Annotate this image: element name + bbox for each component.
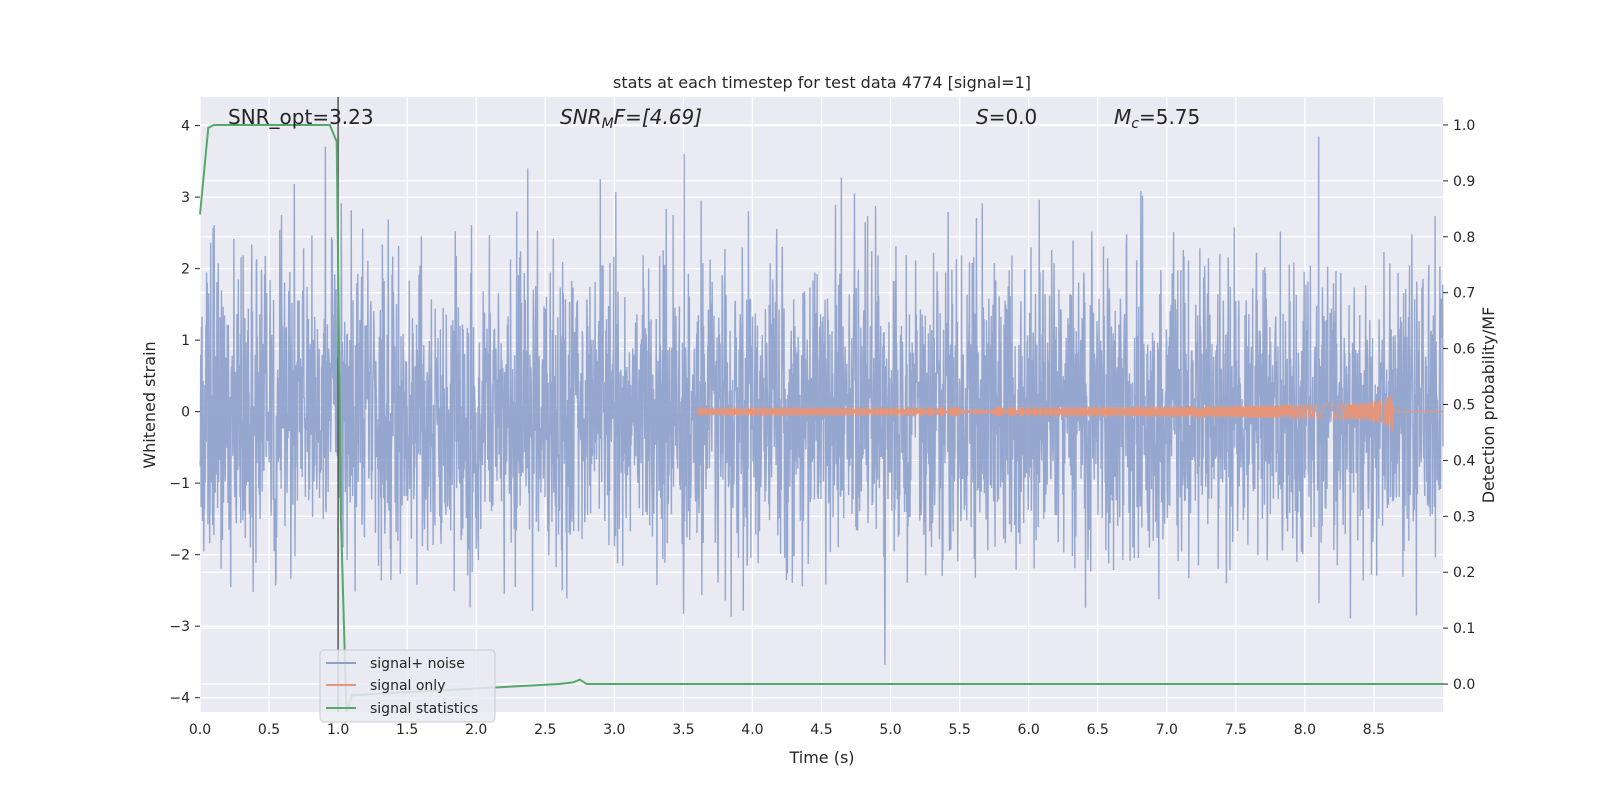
x-tick-label: 7.0 [1156, 722, 1178, 738]
x-tick-label: 6.0 [1018, 722, 1040, 738]
y2-tick-label: 0.8 [1453, 230, 1475, 246]
y2-tick-label: 0.5 [1453, 398, 1475, 414]
y2-axis-label: Detection probability/MF [1479, 307, 1498, 504]
x-tick-label: 0.5 [258, 722, 280, 738]
y2-tick-label: 0.7 [1453, 286, 1475, 302]
y2-tick-label: 0.3 [1453, 509, 1475, 525]
legend-entry-signal-plus-noise: signal+ noise [370, 656, 465, 672]
x-tick-label: 2.0 [465, 722, 487, 738]
y-tick-label: 4 [181, 119, 190, 135]
x-tick-label: 6.5 [1087, 722, 1109, 738]
chart-title: stats at each timestep for test data 477… [613, 73, 1031, 92]
annotation-snr-mf-subscript: M [602, 116, 614, 132]
annotation-snr-mf-symbol: SNR [560, 105, 602, 129]
legend: signal+ noise signal only signal statist… [319, 649, 496, 723]
line-signal-only [696, 394, 1443, 431]
legend-entry-signal-statistics: signal statistics [370, 701, 478, 717]
annotation-mc-subscript: c [1131, 116, 1139, 132]
legend-entry-signal-only: signal only [370, 678, 445, 694]
y-tick-label: −1 [169, 476, 190, 492]
x-tick-label: 1.0 [327, 722, 349, 738]
annotation-snr-opt: SNR_opt=3.23 [228, 105, 374, 129]
y2-tick-label: 0.1 [1453, 621, 1475, 637]
annotation-mc: Mc=5.75 [1114, 105, 1200, 132]
x-tick-label: 3.5 [672, 722, 694, 738]
series-signal-only [696, 394, 1443, 431]
x-tick-label: 1.5 [396, 722, 418, 738]
x-tick-label: 5.5 [948, 722, 970, 738]
y2-tick-label: 0.2 [1453, 565, 1475, 581]
x-tick-label: 7.5 [1225, 722, 1247, 738]
y2-tick-label: 1.0 [1453, 118, 1475, 134]
annotation-s-value: =0.0 [989, 105, 1038, 129]
annotation-s-symbol: S [976, 105, 989, 129]
y2-tick-label: 0.0 [1453, 677, 1475, 693]
y2-axis-ticks: 1.0 0.9 0.8 0.7 0.6 0.5 0.4 0.3 0.2 0.1 0.0 [1443, 118, 1475, 693]
annotation-snr-mf: SNRMF=[4.69] [560, 105, 702, 132]
y-tick-label: 0 [181, 405, 190, 421]
x-tick-label: 4.5 [810, 722, 832, 738]
x-tick-label: 5.0 [879, 722, 901, 738]
y-tick-label: 3 [181, 190, 190, 206]
y2-tick-label: 0.4 [1453, 453, 1475, 469]
x-tick-label: 0.0 [189, 722, 211, 738]
y-axis-ticks: 4 3 2 1 0 −1 −2 −3 −4 [169, 119, 200, 707]
line-signal-statistics [199, 123, 1443, 713]
x-tick-label: 8.0 [1294, 722, 1316, 738]
x-tick-label: 3.0 [603, 722, 625, 738]
x-axis-label: Time (s) [788, 748, 854, 767]
x-tick-label: 4.0 [741, 722, 763, 738]
y2-tick-label: 0.6 [1453, 342, 1475, 358]
y-tick-label: 2 [181, 262, 190, 278]
y2-tick-label: 0.9 [1453, 174, 1475, 190]
y-axis-label: Whitened strain [140, 341, 159, 468]
y-tick-label: 1 [181, 333, 190, 349]
x-axis-ticks: 0.0 0.5 1.0 1.5 2.0 2.5 3.0 3.5 4.0 4.5 5.0 5.5 6.0 6… [189, 722, 1385, 738]
series-signal-plus-noise [199, 136, 1444, 665]
annotation-mc-value: =5.75 [1139, 105, 1200, 129]
annotation-snr-mf-value: F=[4.69] [614, 105, 702, 129]
line-signal-plus-noise [199, 136, 1444, 665]
annotation-s: S=0.0 [976, 105, 1037, 129]
x-tick-label: 2.5 [534, 722, 556, 738]
series-signal-statistics [199, 123, 1443, 713]
y-tick-label: −2 [169, 548, 190, 564]
x-tick-label: 8.5 [1363, 722, 1385, 738]
y-tick-label: −3 [169, 619, 190, 635]
y-tick-label: −4 [169, 691, 190, 707]
annotation-mc-symbol: M [1114, 105, 1131, 129]
legend-box [319, 649, 496, 723]
